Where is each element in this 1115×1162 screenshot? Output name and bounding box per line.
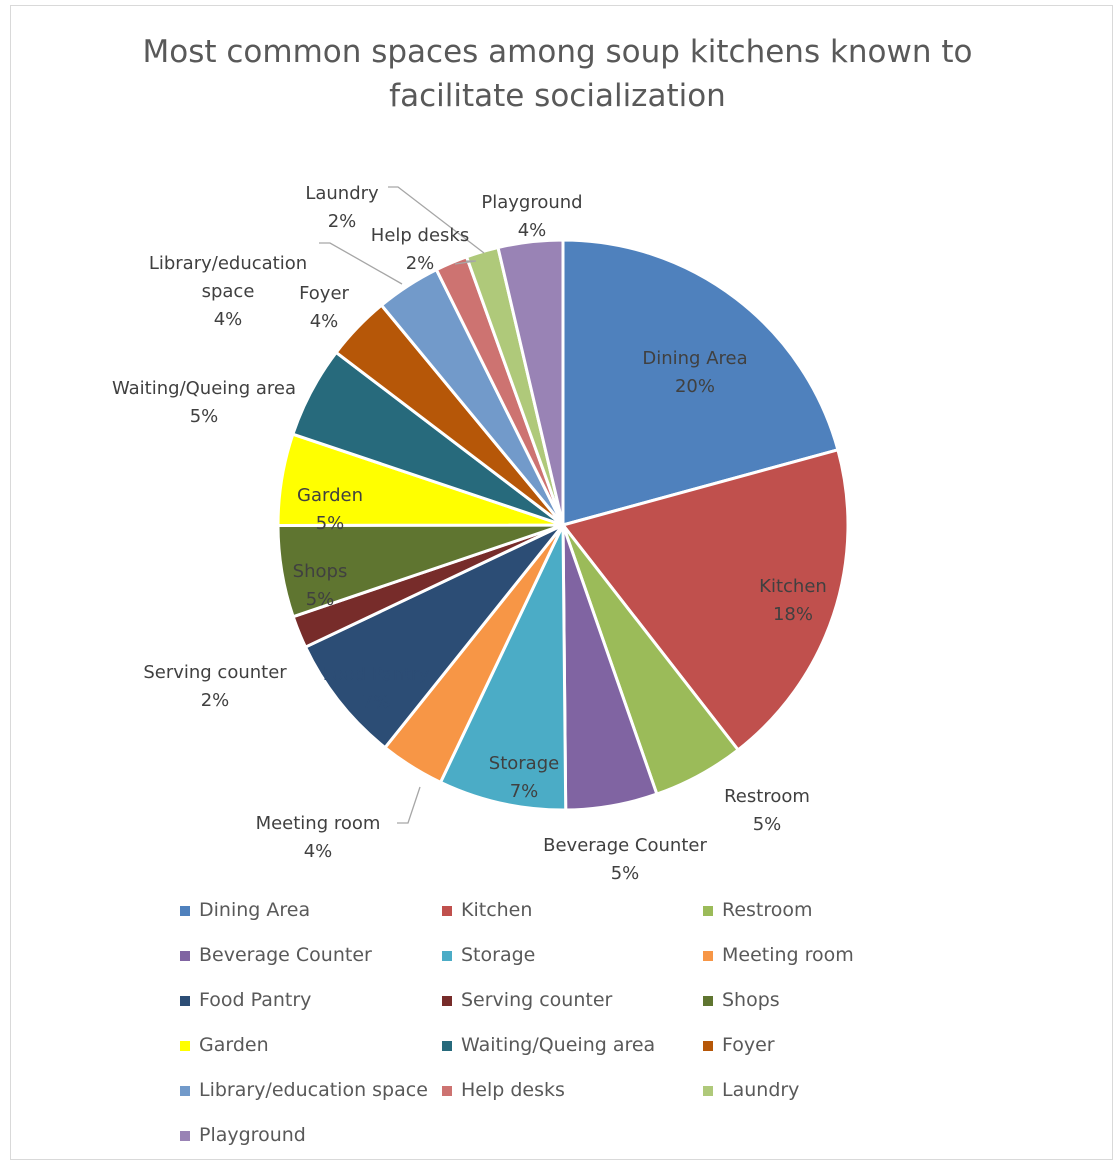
leader-line-laundry bbox=[388, 186, 485, 254]
legend-label: Dining Area bbox=[199, 899, 311, 921]
legend-item-beverage-counter: Beverage Counter bbox=[180, 942, 372, 968]
legend-label: Waiting/Queing area bbox=[461, 1034, 656, 1056]
legend-item-playground: Playground bbox=[180, 1122, 306, 1148]
data-label-meeting-room: Meeting room 4% bbox=[256, 813, 381, 862]
legend-item-kitchen: Kitchen bbox=[442, 897, 532, 923]
legend-swatch bbox=[442, 1086, 452, 1096]
legend-swatch bbox=[442, 996, 452, 1006]
legend-swatch bbox=[180, 1086, 190, 1096]
legend-label: Serving counter bbox=[461, 989, 613, 1011]
legend-label: Garden bbox=[199, 1034, 269, 1056]
legend-label: Meeting room bbox=[722, 944, 854, 966]
data-label-waiting-queing-area: Waiting/Queing area 5% bbox=[112, 378, 296, 427]
legend-item-shops: Shops bbox=[703, 987, 780, 1013]
legend-label: Food Pantry bbox=[199, 989, 312, 1011]
legend-swatch bbox=[180, 996, 190, 1006]
legend-item-restroom: Restroom bbox=[703, 897, 813, 923]
leader-line-help-desks bbox=[454, 260, 477, 265]
legend-label: Laundry bbox=[722, 1079, 800, 1101]
pie-slice-storage bbox=[439, 523, 568, 812]
pie-slice-dining-area bbox=[561, 238, 840, 527]
data-label-restroom: Restroom 5% bbox=[724, 786, 810, 835]
legend-swatch bbox=[180, 906, 190, 916]
legend-item-foyer: Foyer bbox=[703, 1032, 775, 1058]
legend-label: Help desks bbox=[461, 1079, 565, 1101]
legend-label: Shops bbox=[722, 989, 780, 1011]
data-label-playground: Playground 4% bbox=[481, 192, 582, 241]
legend-swatch bbox=[180, 1041, 190, 1051]
legend-item-help-desks: Help desks bbox=[442, 1077, 565, 1103]
legend-swatch bbox=[703, 996, 713, 1006]
legend-swatch bbox=[703, 906, 713, 916]
data-label-foyer: Foyer 4% bbox=[299, 283, 349, 332]
leader-lines bbox=[319, 186, 485, 824]
pie-chart: Dining Area 20% Kitchen 18% Restroom 5% Bevera… bbox=[112, 183, 850, 884]
legend-label: Library/education space bbox=[199, 1079, 428, 1101]
legend-label: Restroom bbox=[722, 899, 813, 921]
legend-item-meeting-room: Meeting room bbox=[703, 942, 854, 968]
data-labels: Dining Area 20% Kitchen 18% Restroom 5% Bevera… bbox=[112, 183, 827, 884]
chart-title-line-1: Most common spaces among soup kitchens k… bbox=[142, 34, 973, 70]
legend-label: Foyer bbox=[722, 1034, 775, 1056]
data-label-laundry: Laundry 2% bbox=[305, 183, 379, 232]
pie-slice-playground bbox=[496, 238, 565, 527]
data-label-storage: Storage 7% bbox=[489, 753, 559, 802]
chart-title-line-2: facilitate socialization bbox=[389, 78, 726, 114]
leader-line-library-education-space bbox=[319, 242, 403, 285]
legend-item-storage: Storage bbox=[442, 942, 535, 968]
legend-swatch bbox=[180, 951, 190, 961]
legend-label: Beverage Counter bbox=[199, 944, 372, 966]
data-label-library-education-space: Library/education space 4% bbox=[149, 253, 307, 330]
data-label-serving-counter: Serving counter 2% bbox=[143, 662, 287, 711]
legend-item-library-education-space: Library/education space bbox=[180, 1077, 428, 1103]
data-label-beverage-counter: Beverage Counter 5% bbox=[543, 835, 707, 884]
legend-item-dining-area: Dining Area bbox=[180, 897, 310, 923]
data-label-food-pantry: Food Pantry 7% bbox=[323, 664, 430, 713]
data-label-dining-area: Dining Area 20% bbox=[642, 348, 747, 397]
legend-item-waiting-queing-area: Waiting/Queing area bbox=[442, 1032, 655, 1058]
legend-swatch bbox=[703, 1086, 713, 1096]
legend-item-serving-counter: Serving counter bbox=[442, 987, 612, 1013]
legend-swatch bbox=[442, 1041, 452, 1051]
pie-slice-food-pantry bbox=[303, 523, 565, 750]
legend-item-food-pantry: Food Pantry bbox=[180, 987, 311, 1013]
data-label-help-desks: Help desks 2% bbox=[371, 225, 469, 274]
legend-swatch bbox=[703, 951, 713, 961]
legend-label: Playground bbox=[199, 1124, 306, 1146]
data-label-garden: Garden 5% bbox=[297, 485, 363, 534]
pie-slice-kitchen bbox=[561, 448, 850, 752]
legend-item-garden: Garden bbox=[180, 1032, 269, 1058]
legend-swatch bbox=[703, 1041, 713, 1051]
legend-label: Kitchen bbox=[461, 899, 533, 921]
legend-swatch bbox=[180, 1131, 190, 1141]
legend-item-laundry: Laundry bbox=[703, 1077, 799, 1103]
leader-line-meeting-room bbox=[397, 786, 421, 824]
data-label-kitchen: Kitchen 18% bbox=[759, 576, 827, 625]
legend-label: Storage bbox=[461, 944, 536, 966]
legend-swatch bbox=[442, 906, 452, 916]
pie-slices bbox=[276, 238, 850, 812]
legend-swatch bbox=[442, 951, 452, 961]
data-label-shops: Shops 5% bbox=[293, 561, 348, 610]
chart-title: Most common spaces among soup kitchens k… bbox=[0, 30, 1115, 118]
